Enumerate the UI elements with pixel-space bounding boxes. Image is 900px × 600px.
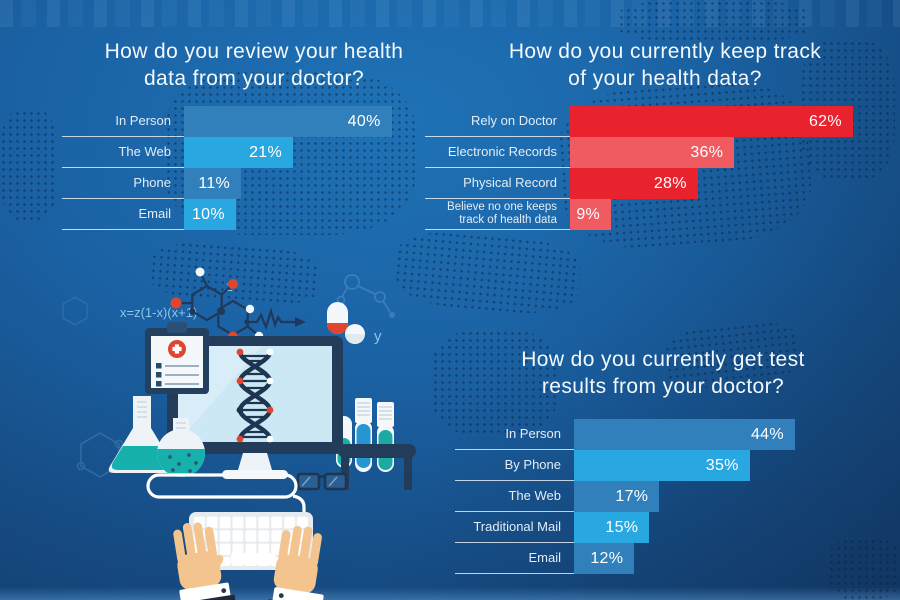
bar-track: 15% bbox=[574, 512, 815, 543]
chart-title-review-health-data: How do you review your health data from … bbox=[104, 40, 404, 91]
test-tube-rack bbox=[338, 444, 416, 490]
category-label: Believe no one keeps track of health dat… bbox=[425, 199, 570, 230]
category-label: The Web bbox=[455, 481, 574, 512]
category-label: Electronic Records bbox=[425, 137, 570, 168]
bar-track: 44% bbox=[574, 419, 815, 450]
bar-track: 62% bbox=[570, 106, 862, 137]
right-hand bbox=[261, 525, 326, 600]
world-map-dots bbox=[828, 538, 900, 600]
chart-row: In Person 44% bbox=[455, 419, 815, 450]
value-label: 40% bbox=[347, 112, 381, 130]
y-label: y bbox=[374, 328, 382, 345]
value-label: 10% bbox=[191, 205, 225, 223]
bar-track: 35% bbox=[574, 450, 815, 481]
bar: 28% bbox=[570, 168, 698, 199]
dna-icon bbox=[236, 348, 274, 443]
bar-track: 12% bbox=[574, 543, 815, 574]
bar-track: 21% bbox=[184, 137, 402, 168]
bar: 17% bbox=[574, 481, 660, 512]
bar-track: 17% bbox=[574, 481, 815, 512]
value-label: 62% bbox=[808, 112, 842, 130]
chart-row: Email 10% bbox=[62, 199, 402, 230]
value-label: 17% bbox=[615, 487, 649, 505]
test-tubes-icon bbox=[338, 398, 416, 490]
bar-chart-keep-track: Rely on Doctor 62% Electronic Records 36% Ph… bbox=[425, 106, 862, 230]
chart-row: Traditional Mail 15% bbox=[455, 512, 815, 543]
top-pixel-band bbox=[0, 0, 900, 27]
bar-track: 36% bbox=[570, 137, 862, 168]
chart-row: Believe no one keeps track of health dat… bbox=[425, 199, 862, 230]
chart-row: Physical Record 28% bbox=[425, 168, 862, 199]
chart-row: Phone 11% bbox=[62, 168, 402, 199]
bar-track: 9% bbox=[570, 199, 862, 230]
glasses-icon bbox=[296, 472, 348, 491]
value-label: 15% bbox=[605, 518, 639, 536]
value-label: 9% bbox=[576, 205, 601, 223]
bar: 44% bbox=[574, 419, 795, 450]
bar: 40% bbox=[184, 106, 392, 137]
bar: 15% bbox=[574, 512, 650, 543]
background-molecule-icon bbox=[336, 274, 395, 318]
chart-row: Rely on Doctor 62% bbox=[425, 106, 862, 137]
bar-chart-test-results: In Person 44% By Phone 35% The Web 17% Traditi… bbox=[455, 419, 815, 574]
category-label: The Web bbox=[62, 137, 184, 168]
value-label: 35% bbox=[705, 456, 739, 474]
chart-title-keep-track: How do you currently keep track of your … bbox=[508, 40, 822, 91]
chart-row: By Phone 35% bbox=[455, 450, 815, 481]
bar: 12% bbox=[574, 543, 635, 574]
chart-row: Email 12% bbox=[455, 543, 815, 574]
bar: 21% bbox=[184, 137, 293, 168]
left-hand bbox=[173, 522, 242, 600]
value-label: 44% bbox=[750, 425, 784, 443]
shirt-cuff bbox=[272, 587, 324, 600]
category-label: In Person bbox=[62, 106, 184, 137]
chart-row: The Web 17% bbox=[455, 481, 815, 512]
category-label: Physical Record bbox=[425, 168, 570, 199]
value-label: 21% bbox=[249, 143, 282, 161]
category-label: Traditional Mail bbox=[455, 512, 574, 543]
world-map-dots bbox=[618, 0, 808, 42]
bar-track: 28% bbox=[570, 168, 862, 199]
bar-track: 11% bbox=[184, 168, 402, 199]
bar-track: 40% bbox=[184, 106, 402, 137]
category-label: Email bbox=[455, 543, 574, 574]
bar-track: 10% bbox=[184, 199, 402, 230]
bar: 10% bbox=[184, 199, 236, 230]
value-label: 12% bbox=[590, 549, 624, 567]
category-label: By Phone bbox=[455, 450, 574, 481]
value-label: 11% bbox=[198, 174, 231, 192]
category-label: Phone bbox=[62, 168, 184, 199]
world-map-dots bbox=[0, 110, 58, 220]
category-label: Rely on Doctor bbox=[425, 106, 570, 137]
bar: 62% bbox=[570, 106, 853, 137]
pill-icon bbox=[327, 302, 365, 344]
chart-row: Electronic Records 36% bbox=[425, 137, 862, 168]
clipboard-icon bbox=[145, 322, 209, 394]
monitor-stand bbox=[222, 453, 288, 479]
bar: 35% bbox=[574, 450, 750, 481]
bar-chart-review-health-data: In Person 40% The Web 21% Phone 11% Email 10% bbox=[62, 106, 402, 230]
background-molecule-icon bbox=[62, 296, 124, 478]
bar: 9% bbox=[570, 199, 612, 230]
bar: 36% bbox=[570, 137, 735, 168]
chart-row: In Person 40% bbox=[62, 106, 402, 137]
bar: 11% bbox=[184, 168, 242, 199]
formula-label: x=z(1-x)(x+1) bbox=[120, 305, 197, 320]
health-tech-illustration: x=z(1-x)(x+1) z y bbox=[62, 267, 416, 600]
value-label: 36% bbox=[690, 143, 724, 161]
chart-row: The Web 21% bbox=[62, 137, 402, 168]
category-label: In Person bbox=[455, 419, 574, 450]
ekg-line-icon bbox=[244, 307, 306, 331]
value-label: 28% bbox=[653, 174, 687, 192]
category-label: Email bbox=[62, 199, 184, 230]
chart-title-test-results: How do you currently get test results fr… bbox=[521, 348, 805, 399]
